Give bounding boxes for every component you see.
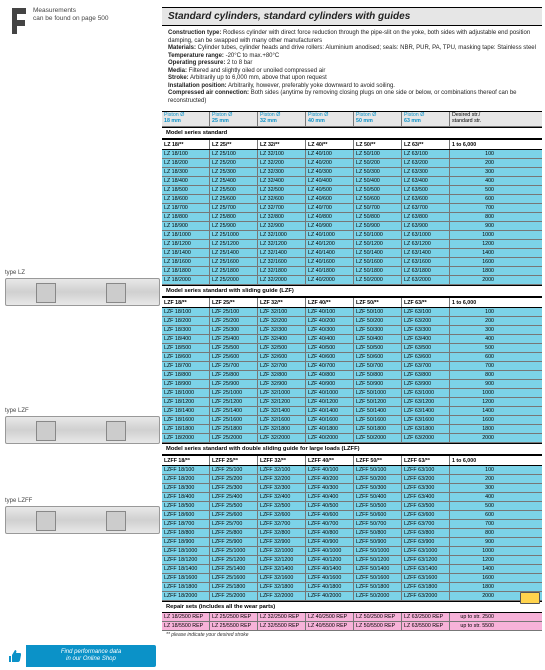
table-row: LZF 18/300LZF 25/300LZF 32/300LZF 40/300… (162, 326, 542, 335)
table-row: LZFF 18/800LZFF 25/800LZFF 32/800LZFF 40… (162, 529, 542, 538)
truck-icon (520, 592, 540, 604)
description-block: Construction type: Rodless cylinder with… (162, 26, 542, 112)
table-row: LZF 18/2000LZF 25/2000LZF 32/2000LZF 40/… (162, 434, 542, 443)
table-row: LZFF 18/100LZFF 25/100LZFF 32/100LZFF 40… (162, 466, 542, 475)
footnote: ** please indicate your desired stroke (162, 631, 542, 639)
table-row: LZF 18/1400LZF 25/1400LZF 32/1400LZF 40/… (162, 407, 542, 416)
table-row: LZ 18/1000LZ 25/1000LZ 32/1000LZ 40/1000… (162, 231, 542, 240)
table-row: LZ 18/200LZ 25/200LZ 32/200LZ 40/200LZ 5… (162, 159, 542, 168)
section-title: Model series standard with sliding guide… (162, 285, 542, 297)
table-row: LZ 18/400LZ 25/400LZ 32/400LZ 40/400LZ 5… (162, 177, 542, 186)
page-title: Standard cylinders, standard cylinders w… (162, 8, 542, 26)
table-row: LZ 18/500LZ 25/500LZ 32/500LZ 40/500LZ 5… (162, 186, 542, 195)
table-row: LZF 18/**LZF 25/**LZF 32/**LZF 40/**LZF … (162, 297, 542, 308)
table-row: LZF 18/600LZF 25/600LZF 32/600LZF 40/600… (162, 353, 542, 362)
table-row: LZF 18/800LZF 25/800LZF 32/800LZF 40/800… (162, 371, 542, 380)
table-row: LZ 18/900LZ 25/900LZ 32/900LZ 40/900LZ 5… (162, 222, 542, 231)
table-row: LZFF 18/2000LZFF 25/2000LZFF 32/2000LZFF… (162, 592, 542, 601)
table-row: LZ 18/700LZ 25/700LZ 32/700LZ 40/700LZ 5… (162, 204, 542, 213)
table-row: LZFF 18/**LZFF 25/**LZFF 32/**LZFF 40/**… (162, 455, 542, 466)
table-row: LZ 18/2500 REPLZ 25/2500 REPLZ 32/2500 R… (162, 613, 542, 622)
table-row: LZFF 18/1600LZFF 25/1600LZFF 32/1600LZFF… (162, 574, 542, 583)
table-row: LZ 18/1400LZ 25/1400LZ 32/1400LZ 40/1400… (162, 249, 542, 258)
measurements-text: Measurements can be found on page 500 (33, 7, 109, 23)
table-row: LZ 18/2000LZ 25/2000LZ 32/2000LZ 40/2000… (162, 276, 542, 285)
table-row: LZF 18/1600LZF 25/1600LZF 32/1600LZF 40/… (162, 416, 542, 425)
product-image-lzf: type LZF (5, 408, 160, 444)
table-row: LZF 18/700LZF 25/700LZF 32/700LZF 40/700… (162, 362, 542, 371)
section-title: Model series standard (162, 127, 542, 139)
table-row: LZFF 18/200LZFF 25/200LZFF 32/200LZFF 40… (162, 475, 542, 484)
table-row: LZFF 18/400LZFF 25/400LZFF 32/400LZFF 40… (162, 493, 542, 502)
table-row: LZF 18/100LZF 25/100LZF 32/100LZF 40/100… (162, 308, 542, 317)
table-row: LZFF 18/1800LZFF 25/1800LZFF 32/1800LZFF… (162, 583, 542, 592)
table-row: LZFF 18/1400LZFF 25/1400LZFF 32/1400LZFF… (162, 565, 542, 574)
table-row: LZ 18/1800LZ 25/1800LZ 32/1800LZ 40/1800… (162, 267, 542, 276)
table-row: LZ 18/**LZ 25/**LZ 32/**LZ 40/**LZ 50/**… (162, 139, 542, 150)
tip-banner: Find performance data in our Online Shop (4, 645, 156, 667)
table-row: LZF 18/400LZF 25/400LZF 32/400LZF 40/400… (162, 335, 542, 344)
table-row: LZ 18/5500 REPLZ 25/5500 REPLZ 32/5500 R… (162, 622, 542, 631)
table-row: LZF 18/200LZF 25/200LZF 32/200LZF 40/200… (162, 317, 542, 326)
repair-title: Repair sets (includes all the wear parts… (162, 601, 542, 613)
table-row: LZFF 18/700LZFF 25/700LZFF 32/700LZFF 40… (162, 520, 542, 529)
table-row: LZ 18/100LZ 25/100LZ 32/100LZ 40/100LZ 5… (162, 150, 542, 159)
main-table: Piston Ø18 mm Piston Ø25 mm Piston Ø32 m… (162, 112, 542, 639)
table-row: LZFF 18/500LZFF 25/500LZFF 32/500LZFF 40… (162, 502, 542, 511)
table-row: LZFF 18/600LZFF 25/600LZFF 32/600LZFF 40… (162, 511, 542, 520)
table-row: LZF 18/1000LZF 25/1000LZF 32/1000LZF 40/… (162, 389, 542, 398)
section-title: Model series standard with double slidin… (162, 443, 542, 455)
table-row: LZFF 18/1200LZFF 25/1200LZFF 32/1200LZFF… (162, 556, 542, 565)
table-row: LZFF 18/1000LZFF 25/1000LZFF 32/1000LZFF… (162, 547, 542, 556)
thumbs-up-icon (4, 645, 26, 667)
table-row: LZF 18/1200LZF 25/1200LZF 32/1200LZF 40/… (162, 398, 542, 407)
table-row: LZ 18/600LZ 25/600LZ 32/600LZ 40/600LZ 5… (162, 195, 542, 204)
table-row: LZ 18/800LZ 25/800LZ 32/800LZ 40/800LZ 5… (162, 213, 542, 222)
section-icon (8, 6, 30, 36)
product-image-lzff: type LZFF (5, 498, 160, 534)
table-row: LZ 18/1200LZ 25/1200LZ 32/1200LZ 40/1200… (162, 240, 542, 249)
table-row: LZFF 18/900LZFF 25/900LZFF 32/900LZFF 40… (162, 538, 542, 547)
product-image-lz: type LZ (5, 270, 160, 306)
table-row: LZ 18/1600LZ 25/1600LZ 32/1600LZ 40/1600… (162, 258, 542, 267)
table-row: LZF 18/1800LZF 25/1800LZF 32/1800LZF 40/… (162, 425, 542, 434)
column-header-row: Piston Ø18 mm Piston Ø25 mm Piston Ø32 m… (162, 112, 542, 127)
table-row: LZF 18/900LZF 25/900LZF 32/900LZF 40/900… (162, 380, 542, 389)
table-row: LZFF 18/300LZFF 25/300LZFF 32/300LZFF 40… (162, 484, 542, 493)
table-row: LZF 18/500LZF 25/500LZF 32/500LZF 40/500… (162, 344, 542, 353)
table-row: LZ 18/300LZ 25/300LZ 32/300LZ 40/300LZ 5… (162, 168, 542, 177)
